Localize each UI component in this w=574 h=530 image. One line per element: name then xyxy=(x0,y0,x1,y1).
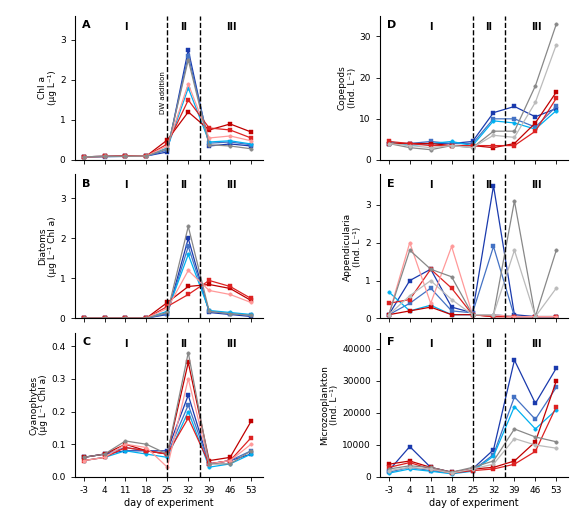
Y-axis label: Cyanophytes
(μg L⁻¹ Chl a): Cyanophytes (μg L⁻¹ Chl a) xyxy=(29,375,48,435)
X-axis label: day of experiment: day of experiment xyxy=(124,498,214,508)
Y-axis label: Appendicularia
(Ind. L⁻¹): Appendicularia (Ind. L⁻¹) xyxy=(343,213,362,280)
Text: III: III xyxy=(532,339,542,349)
Text: F: F xyxy=(387,337,395,347)
Text: II: II xyxy=(486,22,492,32)
Text: I: I xyxy=(124,22,127,32)
Text: I: I xyxy=(124,339,127,349)
Text: II: II xyxy=(180,22,187,32)
Text: II: II xyxy=(180,339,187,349)
Text: III: III xyxy=(532,22,542,32)
Text: B: B xyxy=(82,179,91,189)
Text: DW addition: DW addition xyxy=(160,70,166,113)
Text: C: C xyxy=(82,337,90,347)
Text: II: II xyxy=(180,180,187,190)
Text: II: II xyxy=(486,339,492,349)
Text: III: III xyxy=(532,180,542,190)
X-axis label: day of experiment: day of experiment xyxy=(429,498,519,508)
Y-axis label: Chl a
(μg L⁻¹): Chl a (μg L⁻¹) xyxy=(38,70,57,105)
Y-axis label: Copepods
(Ind. L⁻¹): Copepods (Ind. L⁻¹) xyxy=(337,66,356,110)
Text: I: I xyxy=(429,180,432,190)
Text: III: III xyxy=(226,180,237,190)
Text: II: II xyxy=(486,180,492,190)
Text: I: I xyxy=(429,339,432,349)
Text: III: III xyxy=(226,22,237,32)
Y-axis label: Microzooplankton
(Ind. L⁻¹): Microzooplankton (Ind. L⁻¹) xyxy=(320,365,339,445)
Text: III: III xyxy=(226,339,237,349)
Text: E: E xyxy=(387,179,395,189)
Y-axis label: Diatoms
(μg L⁻¹ Chl a): Diatoms (μg L⁻¹ Chl a) xyxy=(38,216,57,277)
Text: I: I xyxy=(124,180,127,190)
Text: I: I xyxy=(429,22,432,32)
Text: D: D xyxy=(387,20,397,30)
Text: A: A xyxy=(82,20,91,30)
